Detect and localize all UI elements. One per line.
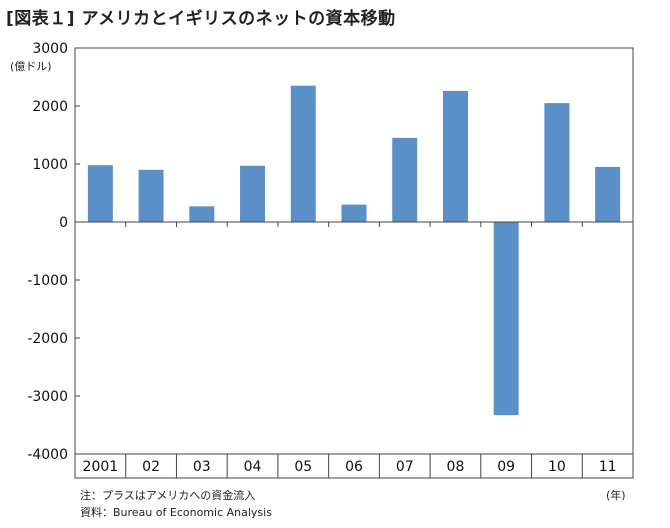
y-tick-label: -2000 — [27, 331, 68, 347]
note-plus-inflow: 注：プラスはアメリカへの資金流入 — [80, 489, 256, 502]
x-tick-label: 11 — [599, 459, 617, 475]
y-tick-label: -1000 — [27, 273, 68, 289]
x-tick-label: 03 — [193, 459, 211, 475]
y-tick-label: 2000 — [32, 99, 68, 115]
category-row — [74, 453, 634, 479]
bar — [392, 137, 418, 222]
bar — [442, 90, 468, 222]
y-tick-label: -3000 — [27, 389, 68, 405]
bar — [493, 222, 519, 416]
y-tick-label: 1000 — [32, 157, 68, 173]
x-tick-label: 08 — [447, 459, 465, 475]
x-tick-label: 10 — [548, 459, 566, 475]
bar — [544, 103, 570, 222]
y-axis-label: (億ドル) — [10, 60, 52, 73]
bar — [138, 169, 164, 222]
bar — [290, 85, 316, 222]
y-tick-label: -4000 — [27, 447, 68, 463]
y-tick-label: 0 — [59, 215, 68, 231]
bar — [240, 165, 266, 222]
x-tick-label: 05 — [294, 459, 312, 475]
x-axis-label: (年) — [606, 489, 626, 502]
x-tick-label: 2001 — [83, 459, 119, 475]
bar — [87, 165, 113, 222]
x-tick-label: 06 — [345, 459, 363, 475]
bar — [341, 204, 367, 222]
x-tick-label: 02 — [142, 459, 160, 475]
y-tick-label: 3000 — [32, 41, 68, 57]
chart-title: [図表１] アメリカとイギリスのネットの資本移動 — [6, 9, 396, 29]
bar — [595, 166, 621, 222]
x-tick-label: 09 — [497, 459, 515, 475]
x-tick-label: 04 — [244, 459, 262, 475]
bar — [189, 206, 215, 222]
note-source: 資料：Bureau of Economic Analysis — [80, 506, 272, 519]
x-tick-label: 07 — [396, 459, 414, 475]
